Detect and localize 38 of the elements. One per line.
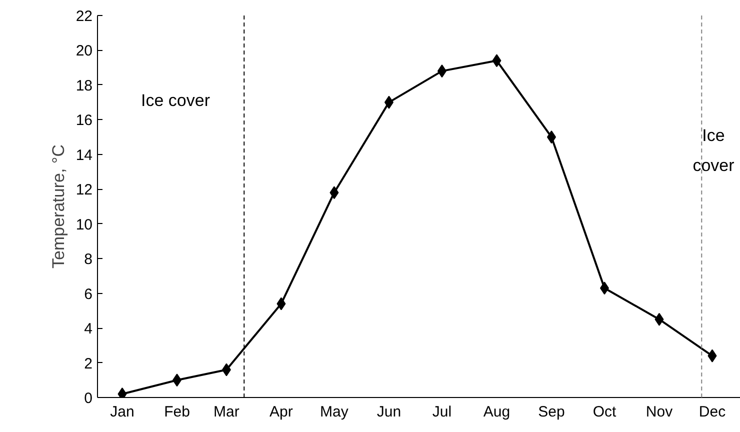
y-tick-label: 20 — [76, 42, 93, 60]
annotation: Ice cover — [692, 126, 735, 176]
x-tick-label: Jul — [432, 404, 452, 420]
point — [222, 363, 231, 376]
point — [172, 374, 182, 387]
x-tick-label: Sep — [538, 404, 565, 420]
y-tick-label: 18 — [76, 77, 93, 94]
y-tick-label: 8 — [84, 251, 92, 268]
y-tick-label: 2 — [84, 355, 92, 372]
point — [600, 282, 609, 295]
y-tick-label: 22 — [76, 8, 93, 25]
x-tick-label: Mar — [214, 404, 240, 420]
point — [437, 64, 446, 78]
y-tick-label: 0 — [84, 390, 92, 407]
y-tick-label: 4 — [84, 320, 92, 338]
x-tick-label: Jun — [376, 404, 402, 420]
x-tick-label: May — [320, 404, 349, 420]
y-tick-label: 16 — [76, 112, 93, 130]
x-tick-label: Aug — [483, 404, 510, 420]
x-tick-label: Oct — [592, 404, 617, 420]
x-tick-label: Feb — [164, 404, 190, 420]
y-axis-title: Temperature, °C — [48, 144, 68, 268]
point — [546, 130, 556, 144]
y-tick-label: 6 — [84, 286, 92, 303]
x-tick-label: Dec — [698, 404, 726, 420]
x-tick-label: Apr — [270, 404, 293, 420]
x-tick-label: Nov — [646, 404, 674, 420]
point — [330, 186, 339, 200]
point — [708, 349, 717, 362]
point — [654, 312, 664, 326]
x-tick-label: Jan — [110, 404, 134, 420]
y-tick-label: 10 — [76, 216, 93, 234]
point — [276, 297, 286, 310]
y-tick-label: 14 — [76, 146, 93, 164]
point — [384, 96, 394, 109]
annotation: Ice cover — [141, 91, 210, 110]
y-tick-label: 12 — [76, 182, 93, 199]
point — [492, 54, 502, 68]
